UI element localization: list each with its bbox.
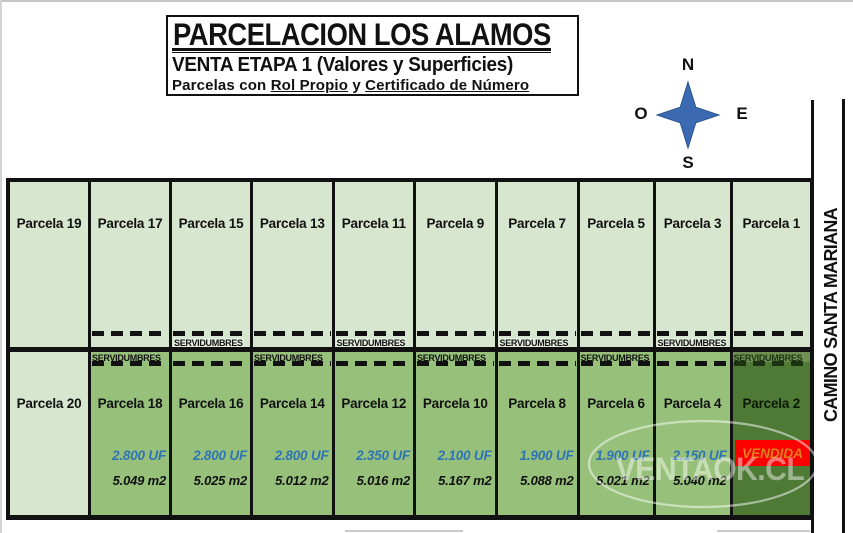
svg-text:S: S [682, 153, 693, 172]
svg-text:N: N [682, 55, 694, 74]
svg-text:E: E [736, 104, 747, 123]
svg-text:O: O [634, 104, 647, 123]
